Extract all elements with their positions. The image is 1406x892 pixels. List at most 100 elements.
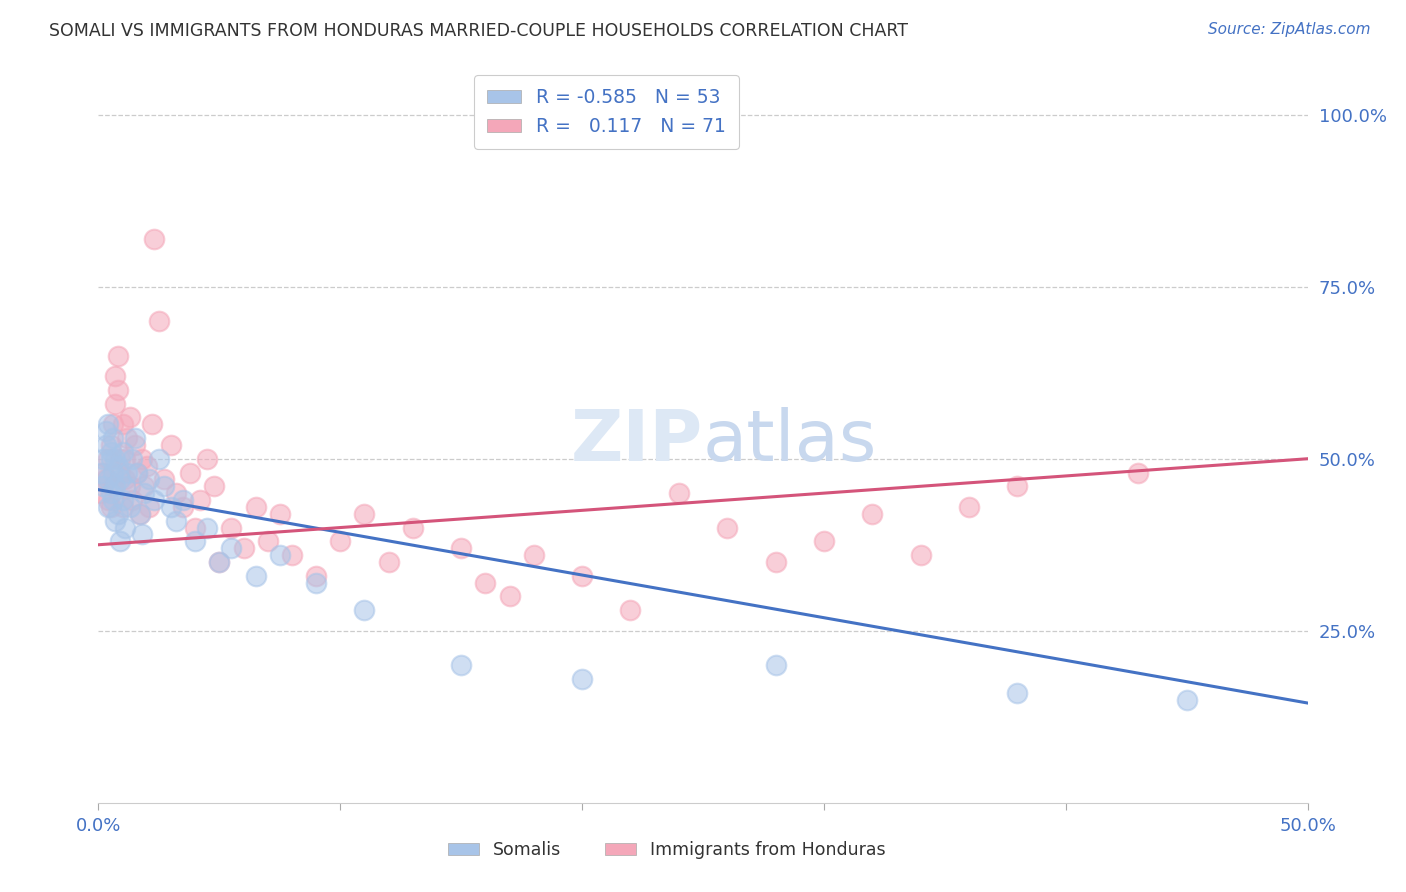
Point <box>104 369 127 384</box>
Point <box>91 479 114 493</box>
Point <box>134 486 156 500</box>
Point <box>245 500 267 514</box>
Point <box>111 500 134 514</box>
Point <box>329 534 352 549</box>
Point <box>97 451 120 466</box>
Point <box>668 486 690 500</box>
Point <box>377 555 399 569</box>
Point <box>107 507 129 521</box>
Point <box>1128 466 1150 480</box>
Point <box>195 451 218 466</box>
Point <box>152 479 174 493</box>
Point <box>128 507 150 521</box>
Point <box>104 479 127 493</box>
Point <box>104 451 127 466</box>
Point <box>165 514 187 528</box>
Point <box>474 575 496 590</box>
Point <box>143 231 166 245</box>
Point <box>97 500 120 514</box>
Point <box>94 472 117 486</box>
Point <box>97 472 120 486</box>
Point <box>204 479 226 493</box>
Point <box>111 445 134 459</box>
Point <box>765 555 787 569</box>
Point <box>221 541 243 556</box>
Text: SOMALI VS IMMIGRANTS FROM HONDURAS MARRIED-COUPLE HOUSEHOLDS CORRELATION CHART: SOMALI VS IMMIGRANTS FROM HONDURAS MARRI… <box>49 22 908 40</box>
Point <box>90 486 112 500</box>
Point <box>118 500 141 514</box>
Point <box>256 534 278 549</box>
Point <box>160 438 183 452</box>
Point <box>111 493 134 508</box>
Point <box>402 520 425 534</box>
Point <box>148 451 170 466</box>
Point <box>221 520 243 534</box>
Point <box>571 568 593 582</box>
Text: ZIP: ZIP <box>571 407 703 476</box>
Point <box>91 466 114 480</box>
Point <box>619 603 641 617</box>
Point <box>1007 479 1029 493</box>
Point <box>305 575 328 590</box>
Point <box>108 466 131 480</box>
Point <box>184 534 207 549</box>
Point <box>305 568 328 582</box>
Text: atlas: atlas <box>703 407 877 476</box>
Point <box>104 397 127 411</box>
Point <box>100 451 122 466</box>
Point <box>269 507 291 521</box>
Point <box>107 383 129 397</box>
Point <box>124 438 146 452</box>
Point <box>114 479 136 493</box>
Point <box>138 472 160 486</box>
Point <box>100 500 122 514</box>
Point <box>172 500 194 514</box>
Point <box>450 658 472 673</box>
Point <box>765 658 787 673</box>
Point <box>131 527 153 541</box>
Point <box>188 493 211 508</box>
Point <box>100 438 122 452</box>
Point <box>101 479 124 493</box>
Point <box>114 520 136 534</box>
Point <box>1007 686 1029 700</box>
Point <box>124 431 146 445</box>
Point <box>172 493 194 508</box>
Point <box>716 520 738 534</box>
Point <box>138 500 160 514</box>
Point <box>114 451 136 466</box>
Point <box>118 479 141 493</box>
Point <box>152 472 174 486</box>
Point <box>1175 692 1198 706</box>
Point <box>165 486 187 500</box>
Point <box>94 424 117 438</box>
Point <box>860 507 883 521</box>
Point <box>143 493 166 508</box>
Point <box>107 349 129 363</box>
Point <box>104 514 127 528</box>
Point <box>118 410 141 425</box>
Point <box>128 507 150 521</box>
Point <box>179 466 201 480</box>
Point <box>160 500 183 514</box>
Point <box>353 603 375 617</box>
Point <box>121 493 143 508</box>
Point <box>108 472 131 486</box>
Point <box>148 314 170 328</box>
Point <box>135 458 157 473</box>
Point <box>184 520 207 534</box>
Point <box>101 417 124 432</box>
Point <box>111 417 134 432</box>
Point <box>100 486 122 500</box>
Point <box>101 493 124 508</box>
Point <box>101 466 124 480</box>
Point <box>108 534 131 549</box>
Point <box>117 431 139 445</box>
Point <box>91 451 114 466</box>
Point <box>114 472 136 486</box>
Point <box>101 431 124 445</box>
Point <box>94 438 117 452</box>
Point <box>97 493 120 508</box>
Point <box>957 500 980 514</box>
Point <box>450 541 472 556</box>
